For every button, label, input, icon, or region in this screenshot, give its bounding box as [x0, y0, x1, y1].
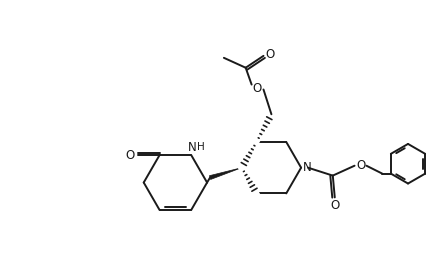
Text: N: N [303, 161, 312, 174]
Text: O: O [330, 199, 339, 212]
Text: O: O [125, 149, 134, 162]
Text: N: N [188, 141, 196, 154]
Text: O: O [266, 48, 275, 61]
Text: H: H [197, 142, 205, 152]
Text: O: O [357, 159, 366, 172]
Text: O: O [252, 82, 261, 95]
Polygon shape [209, 168, 242, 179]
